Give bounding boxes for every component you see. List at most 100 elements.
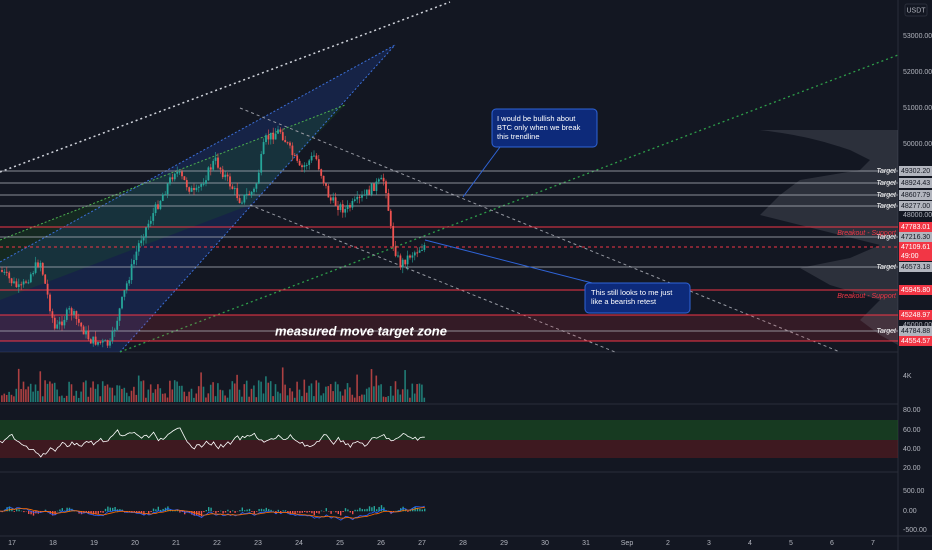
volume-bar: [109, 387, 111, 402]
volume-bar: [188, 391, 190, 402]
date-tick-label: 28: [459, 540, 467, 547]
date-tick-label: 5: [789, 540, 793, 547]
volume-bar: [27, 386, 30, 402]
volume-bar: [51, 383, 54, 402]
volume-bar: [10, 394, 13, 402]
macd-hist: [23, 511, 25, 513]
volume-bar: [3, 393, 6, 402]
volume-bar: [68, 381, 70, 402]
candle-body: [245, 193, 248, 195]
trendline: [0, 104, 346, 241]
candle-body: [325, 183, 327, 186]
volume-bar: [217, 383, 219, 402]
volume-bar: [221, 390, 224, 402]
macd-hist: [104, 508, 107, 512]
macd-hist: [304, 511, 306, 513]
candle-body: [421, 249, 423, 251]
macd-hist: [241, 507, 243, 512]
candle-body: [296, 155, 299, 161]
candle-body: [279, 129, 282, 133]
macd-hist: [289, 511, 291, 514]
candle-body: [142, 237, 145, 241]
candle-body: [178, 171, 181, 173]
candle-body: [157, 204, 159, 209]
volume-bar: [399, 394, 402, 402]
macd-hist: [66, 507, 68, 512]
volume-bar: [193, 397, 195, 402]
macd-hist: [352, 511, 354, 515]
volume-bar: [142, 380, 145, 402]
macd-hist: [308, 511, 311, 513]
candle-body: [159, 200, 162, 209]
volume-bar: [104, 385, 106, 402]
candle-body: [176, 171, 179, 174]
signal-line: [0, 506, 425, 519]
volume-bar: [145, 397, 147, 402]
candle-body: [310, 155, 313, 161]
date-tick-label: 18: [49, 540, 57, 547]
macd-hist: [248, 508, 251, 512]
rsi-line: [0, 427, 425, 458]
macd-hist: [397, 510, 399, 512]
volume-bar: [241, 396, 243, 402]
candle-body: [423, 245, 426, 250]
candle-body: [315, 155, 318, 160]
price-label-bg: [899, 201, 932, 211]
volume-bar: [341, 395, 344, 402]
candle-body: [113, 329, 116, 332]
candle-body: [399, 255, 402, 268]
volume-bar: [346, 383, 349, 402]
volume-bar: [65, 395, 68, 402]
candle-body: [123, 290, 126, 297]
volume-bar: [111, 387, 114, 402]
macd-hist: [292, 511, 294, 514]
macd-hist: [376, 509, 378, 512]
price-label: 49302.20: [901, 168, 930, 175]
macd-hist: [282, 510, 284, 512]
price-label-bg: [899, 222, 932, 232]
price-label: 48607.79: [901, 192, 930, 199]
volume-bar: [313, 396, 315, 402]
candle-body: [128, 280, 131, 284]
volume-bar: [154, 389, 157, 402]
candle-body: [320, 169, 323, 176]
date-tick-label: 20: [131, 540, 139, 547]
rsi-tick-label: 60.00: [903, 427, 921, 434]
volume-bar: [44, 380, 46, 402]
candle-body: [226, 174, 229, 177]
volume-bar: [135, 394, 138, 402]
candle-body: [99, 341, 102, 343]
price-label: 47783.01: [901, 224, 930, 231]
target-label: Target: [876, 234, 897, 241]
candle-body: [236, 188, 239, 199]
candle-body: [10, 278, 13, 284]
breakout-label: Breakout - Support: [837, 230, 897, 237]
date-tick-label: 31: [582, 540, 590, 547]
candle-body: [277, 129, 279, 134]
target-label: Target: [876, 264, 897, 271]
volume-bar: [185, 396, 188, 402]
macd-tick-label: -500.00: [903, 527, 927, 534]
volume-bar: [361, 394, 363, 402]
date-tick-label: 2: [666, 540, 670, 547]
volume-bar: [75, 390, 78, 402]
candle-body: [56, 324, 59, 329]
volume-bar: [349, 387, 351, 402]
macd-hist: [246, 509, 248, 512]
volume-bar: [140, 381, 142, 402]
candle-body: [101, 340, 104, 343]
candle-body: [404, 259, 407, 265]
candle-body: [77, 319, 80, 323]
candle-body: [145, 227, 147, 238]
macd-hist: [6, 507, 8, 512]
volume-bar: [291, 391, 294, 402]
candle-body: [284, 140, 287, 143]
volume-bar: [39, 371, 42, 402]
callout-box: [584, 282, 691, 314]
candle-body: [65, 309, 68, 320]
macd-hist: [342, 511, 344, 513]
date-tick-label: 26: [377, 540, 385, 547]
candle-body: [29, 274, 32, 283]
candle-body: [351, 200, 354, 208]
